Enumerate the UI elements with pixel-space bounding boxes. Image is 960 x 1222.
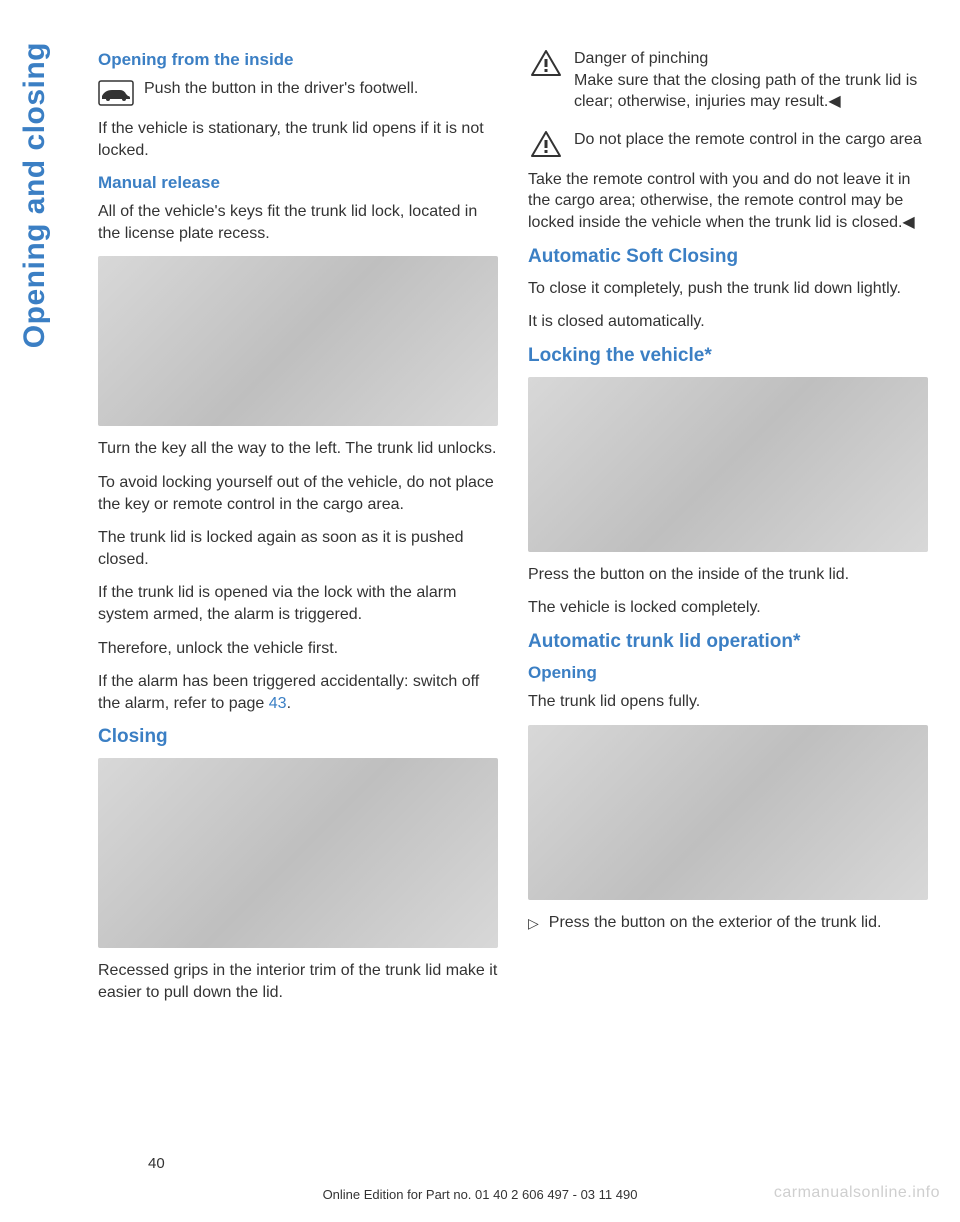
heading-opening-inside: Opening from the inside xyxy=(98,50,498,70)
warning-remote-row: Do not place the remote control in the c… xyxy=(528,129,928,159)
opening-trunk-image xyxy=(528,725,928,900)
heading-locking-vehicle: Locking the vehicle* xyxy=(528,345,928,367)
opens-fully-text: The trunk lid opens fully. xyxy=(528,691,928,713)
warn1-title: Danger of pinching xyxy=(574,50,708,67)
manual-release-image xyxy=(98,256,498,426)
push-lightly-text: To close it completely, push the trunk l… xyxy=(528,278,928,300)
car-button-icon xyxy=(98,78,134,108)
avoid-lockout-text: To avoid locking yourself out of the veh… xyxy=(98,472,498,515)
turn-key-text: Turn the key all the way to the left. Th… xyxy=(98,438,498,460)
keys-fit-text: All of the vehicle's keys fit the trunk … xyxy=(98,201,498,244)
section-side-tab: Opening and closing xyxy=(18,42,52,348)
watermark: carmanualsonline.info xyxy=(774,1184,940,1202)
bullet-text: Press the button on the exterior of the … xyxy=(549,912,882,934)
left-column: Opening from the inside Push the button … xyxy=(98,48,498,1016)
bullet-marker-icon: ▷ xyxy=(528,912,539,934)
closed-auto-text: It is closed automatically. xyxy=(528,311,928,333)
warning-pinching-text: Danger of pinching Make sure that the cl… xyxy=(574,48,928,113)
page-content: Opening from the inside Push the button … xyxy=(98,48,938,1016)
page-link-43[interactable]: 43 xyxy=(269,695,287,712)
stationary-text: If the vehicle is stationary, the trunk … xyxy=(98,118,498,161)
heading-closing: Closing xyxy=(98,726,498,748)
warning-icon xyxy=(528,129,564,159)
warn1-body: Make sure that the closing path of the t… xyxy=(574,72,917,111)
closing-image xyxy=(98,758,498,948)
unlock-first-text: Therefore, unlock the vehicle first. xyxy=(98,638,498,660)
warning-icon xyxy=(528,48,564,78)
warning-pinching-row: Danger of pinching Make sure that the cl… xyxy=(528,48,928,113)
bullet-press-exterior: ▷ Press the button on the exterior of th… xyxy=(528,912,928,934)
footwell-button-row: Push the button in the driver's footwell… xyxy=(98,78,498,108)
right-column: Danger of pinching Make sure that the cl… xyxy=(528,48,928,1016)
alarm-accidental-text: If the alarm has been triggered accident… xyxy=(98,671,498,714)
alarm-text-b: . xyxy=(287,695,291,712)
recessed-grips-text: Recessed grips in the interior trim of t… xyxy=(98,960,498,1003)
page-number: 40 xyxy=(148,1155,165,1172)
footwell-button-text: Push the button in the driver's footwell… xyxy=(144,78,498,100)
locked-completely-text: The vehicle is locked completely. xyxy=(528,597,928,619)
warning-remote-body: Take the remote control with you and do … xyxy=(528,169,928,234)
heading-auto-soft-closing: Automatic Soft Closing xyxy=(528,246,928,268)
locked-again-text: The trunk lid is locked again as soon as… xyxy=(98,527,498,570)
heading-auto-trunk-op: Automatic trunk lid operation* xyxy=(528,631,928,653)
press-inside-text: Press the button on the inside of the tr… xyxy=(528,564,928,586)
alarm-triggered-text: If the trunk lid is opened via the lock … xyxy=(98,582,498,625)
heading-opening: Opening xyxy=(528,663,928,683)
warning-remote-title: Do not place the remote control in the c… xyxy=(574,129,928,151)
lock-button-image xyxy=(528,377,928,552)
heading-manual-release: Manual release xyxy=(98,173,498,193)
